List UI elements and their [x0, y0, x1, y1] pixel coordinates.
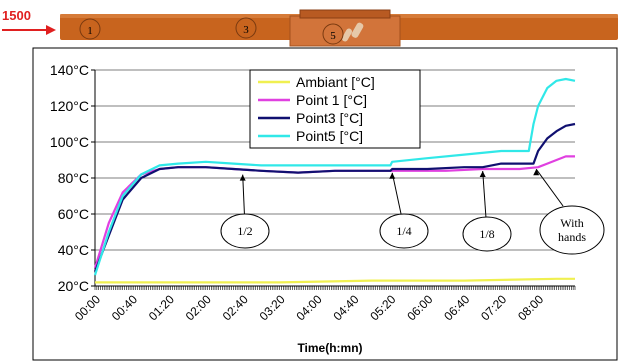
annotation-pointer — [482, 170, 487, 218]
legend-label: Point5 [°C] — [296, 128, 363, 144]
annotation-pointer — [391, 172, 402, 215]
annotation-bubble — [539, 205, 605, 255]
arrow-label: 1500 — [2, 8, 31, 23]
point-1-label: 1 — [87, 25, 93, 37]
y-tick-label: 40°C — [58, 242, 89, 258]
x-axis-label: Time(h:mn) — [297, 341, 362, 355]
annotation-arrowhead — [479, 171, 486, 177]
annotation-pointer — [535, 168, 564, 207]
hand-mark — [342, 28, 352, 42]
series — [93, 77, 576, 284]
heater-block — [289, 15, 401, 47]
legend-label: Ambiant [°C] — [296, 74, 375, 90]
legend-label: Point3 [°C] — [296, 110, 363, 126]
series-line-1 — [95, 277, 575, 284]
point-1-marker — [79, 18, 101, 40]
annotation-bubble — [462, 216, 512, 252]
y-tick-label: 60°C — [58, 206, 89, 222]
point-3-marker — [235, 17, 257, 39]
series-line-3 — [93, 122, 576, 272]
annotation-arrowhead — [389, 172, 396, 179]
point-3-label: 3 — [243, 24, 249, 36]
legend-label: Point 1 [°C] — [296, 92, 367, 108]
heating-strip: 1500 1 3 5 — [2, 8, 618, 47]
annotation-label: hands — [558, 230, 586, 244]
annotation-label: 1/8 — [479, 227, 494, 241]
annotation-arrowhead — [533, 169, 540, 176]
y-tick-label: 140°C — [50, 62, 89, 78]
point-5-label: 5 — [330, 30, 336, 42]
y-tick-label: 100°C — [50, 134, 89, 150]
annotation-label: 1/4 — [396, 224, 411, 238]
annotation-label: With — [560, 216, 584, 230]
y-axis: 20°C 40°C 60°C 80°C 100°C 120°C 140°C — [50, 62, 95, 294]
annotation-label: 1/2 — [237, 224, 252, 238]
point-5-marker — [322, 23, 344, 45]
hand-mark — [351, 22, 364, 38]
series-line-4 — [93, 77, 576, 276]
y-tick-label: 120°C — [50, 98, 89, 114]
legend: Ambiant [°C] Point 1 [°C] Point3 [°C] Point… — [249, 69, 421, 149]
heater-block-top — [299, 9, 391, 19]
y-tick-label: 80°C — [58, 170, 89, 186]
arrow-head-icon — [46, 25, 56, 35]
annotation-bubble — [379, 213, 429, 249]
y-tick-label: 20°C — [58, 278, 89, 294]
annotation-bubble — [220, 213, 270, 249]
annotation-arrowhead — [239, 174, 246, 181]
annotation-pointer — [242, 174, 245, 215]
